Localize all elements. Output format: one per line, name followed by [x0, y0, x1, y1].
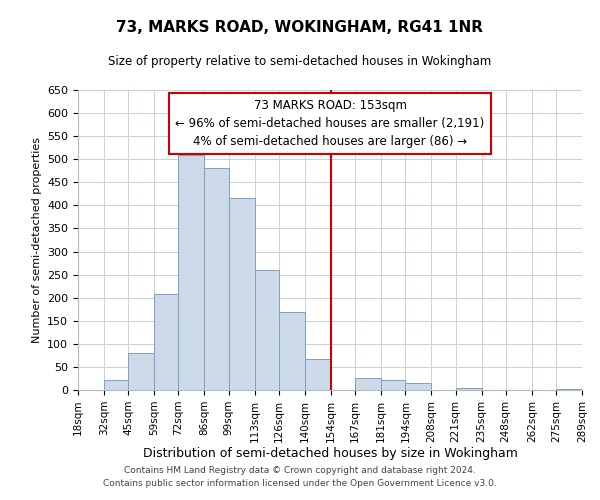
Text: 73 MARKS ROAD: 153sqm
← 96% of semi-detached houses are smaller (2,191)
4% of se: 73 MARKS ROAD: 153sqm ← 96% of semi-deta…: [175, 99, 485, 148]
Bar: [254, 270, 279, 390]
Text: Contains HM Land Registry data © Crown copyright and database right 2024.
Contai: Contains HM Land Registry data © Crown c…: [103, 466, 497, 487]
Bar: [154, 294, 178, 390]
Bar: [104, 380, 128, 390]
Bar: [205, 168, 229, 390]
Y-axis label: Number of semi-detached properties: Number of semi-detached properties: [32, 137, 41, 343]
X-axis label: Distribution of semi-detached houses by size in Wokingham: Distribution of semi-detached houses by …: [143, 448, 517, 460]
Bar: [455, 388, 482, 390]
Bar: [128, 353, 154, 390]
Bar: [305, 358, 331, 390]
Bar: [381, 380, 406, 390]
Text: 73, MARKS ROAD, WOKINGHAM, RG41 1NR: 73, MARKS ROAD, WOKINGHAM, RG41 1NR: [116, 20, 484, 35]
Text: Size of property relative to semi-detached houses in Wokingham: Size of property relative to semi-detach…: [109, 55, 491, 68]
Bar: [355, 378, 381, 390]
Bar: [279, 312, 305, 390]
Bar: [178, 154, 205, 390]
Bar: [229, 198, 254, 390]
Bar: [556, 388, 582, 390]
Bar: [406, 383, 431, 390]
